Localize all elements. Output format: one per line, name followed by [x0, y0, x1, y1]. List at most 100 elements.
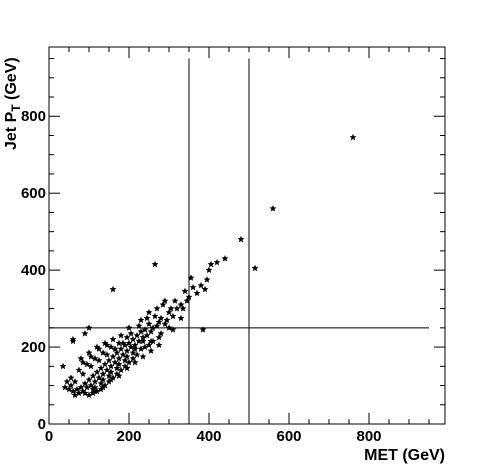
data-point: [177, 314, 185, 322]
y-tick-label: 600: [21, 185, 46, 202]
data-point: [99, 370, 107, 377]
y-tick-label: 200: [21, 339, 46, 356]
data-point: [79, 358, 87, 366]
data-point: [115, 339, 123, 347]
x-tick-label: 200: [116, 428, 141, 445]
cut-lines-layer: [49, 58, 429, 424]
data-point: [111, 345, 119, 352]
data-point: [69, 337, 77, 345]
data-point: [95, 345, 103, 352]
data-point: [113, 364, 121, 372]
y-tick-label: 800: [21, 108, 46, 125]
axis-ticks-layer: [48, 47, 445, 425]
data-point: [85, 391, 93, 399]
data-point: [137, 345, 145, 352]
data-point: [129, 335, 137, 343]
y-tick-label: 400: [21, 262, 46, 279]
data-point: [85, 349, 93, 356]
data-point: [129, 349, 137, 356]
data-point: [91, 378, 99, 385]
data-point: [147, 337, 155, 345]
data-point: [65, 385, 73, 393]
data-point: [107, 362, 115, 370]
data-point: [187, 274, 195, 281]
data-point: [189, 283, 197, 291]
data-point: [207, 260, 215, 268]
data-point: [109, 285, 117, 293]
data-point: [193, 289, 201, 297]
data-point: [121, 356, 129, 364]
data-point: [137, 328, 145, 335]
data-point: [171, 297, 179, 304]
data-point: [85, 324, 93, 331]
data-point: [161, 297, 169, 304]
data-point: [123, 364, 131, 372]
data-point: [71, 378, 79, 385]
data-point: [95, 356, 103, 364]
data-point: [101, 339, 109, 347]
data-point: [213, 258, 221, 266]
data-point: [61, 383, 69, 391]
data-point: [71, 391, 79, 399]
data-points-layer: [59, 133, 357, 399]
data-point: [161, 320, 169, 327]
data-point: [107, 343, 115, 350]
y-axis-title: Jet PT (GeV): [3, 57, 23, 150]
data-point: [85, 376, 93, 383]
data-point: [117, 331, 125, 339]
y-axis-title-unit: (GeV): [3, 57, 20, 104]
x-tick-label: 400: [196, 428, 221, 445]
data-point: [203, 276, 211, 283]
x-axis-title: MET (GeV): [364, 447, 445, 464]
data-point: [145, 308, 153, 316]
data-point: [81, 330, 89, 337]
data-point: [169, 312, 177, 320]
data-point: [113, 349, 121, 356]
data-point: [151, 312, 159, 320]
data-point: [135, 337, 143, 345]
data-point: [135, 322, 143, 329]
data-point: [87, 353, 95, 360]
data-point: [181, 287, 189, 295]
x-tick-label: 0: [45, 428, 53, 445]
data-point: [251, 264, 259, 272]
x-tick-label: 800: [356, 428, 381, 445]
data-point: [183, 297, 191, 304]
data-point: [103, 351, 111, 358]
data-point: [237, 235, 245, 243]
data-point: [121, 341, 129, 349]
data-point: [147, 347, 155, 354]
data-point: [155, 333, 163, 341]
data-point: [75, 366, 83, 374]
data-point: [115, 355, 123, 362]
data-point: [125, 324, 133, 331]
tick-labels-layer: 0 200 400 600 800 0 200 400 600 800: [21, 108, 382, 445]
data-point: [153, 304, 161, 312]
data-point: [115, 372, 123, 379]
data-point: [205, 266, 213, 274]
data-point: [349, 133, 357, 141]
data-point: [123, 333, 131, 341]
data-point: [199, 326, 207, 333]
data-point: [99, 383, 107, 391]
data-point: [269, 204, 277, 212]
data-point: [133, 351, 141, 358]
x-tick-label: 600: [276, 428, 301, 445]
data-point: [79, 370, 87, 377]
data-point: [101, 360, 109, 368]
data-point: [173, 304, 181, 312]
data-point: [63, 378, 71, 385]
data-point: [179, 304, 187, 312]
data-point: [91, 355, 99, 362]
y-axis-title-subscript: T: [9, 104, 23, 112]
data-point: [169, 326, 177, 333]
data-point: [105, 378, 113, 385]
data-point: [147, 328, 155, 335]
data-point: [109, 353, 117, 360]
data-point: [125, 358, 133, 366]
data-point: [99, 349, 107, 356]
data-point: [117, 345, 125, 352]
data-point: [139, 337, 147, 345]
data-point: [69, 387, 77, 395]
